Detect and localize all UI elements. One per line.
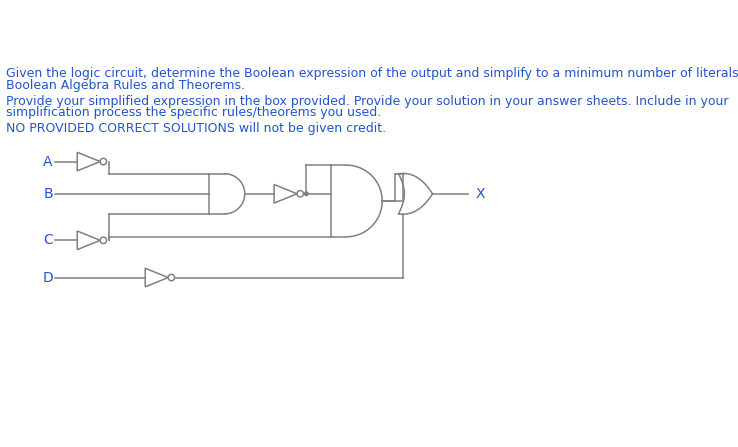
Text: X: X <box>475 187 485 201</box>
Text: Provide your simplified expression in the box provided. Provide your solution in: Provide your simplified expression in th… <box>7 95 729 108</box>
Text: NO PROVIDED CORRECT SOLUTIONS will not be given credit.: NO PROVIDED CORRECT SOLUTIONS will not b… <box>7 122 387 135</box>
Text: B: B <box>44 187 53 201</box>
Text: simplification process the specific rules/theorems you used.: simplification process the specific rule… <box>7 106 382 119</box>
Text: Boolean Algebra Rules and Theorems.: Boolean Algebra Rules and Theorems. <box>7 79 245 92</box>
Text: Given the logic circuit, determine the Boolean expression of the output and simp: Given the logic circuit, determine the B… <box>7 67 738 80</box>
Text: C: C <box>43 233 53 247</box>
Text: A: A <box>44 155 53 169</box>
Circle shape <box>305 192 308 196</box>
Text: D: D <box>42 270 53 285</box>
